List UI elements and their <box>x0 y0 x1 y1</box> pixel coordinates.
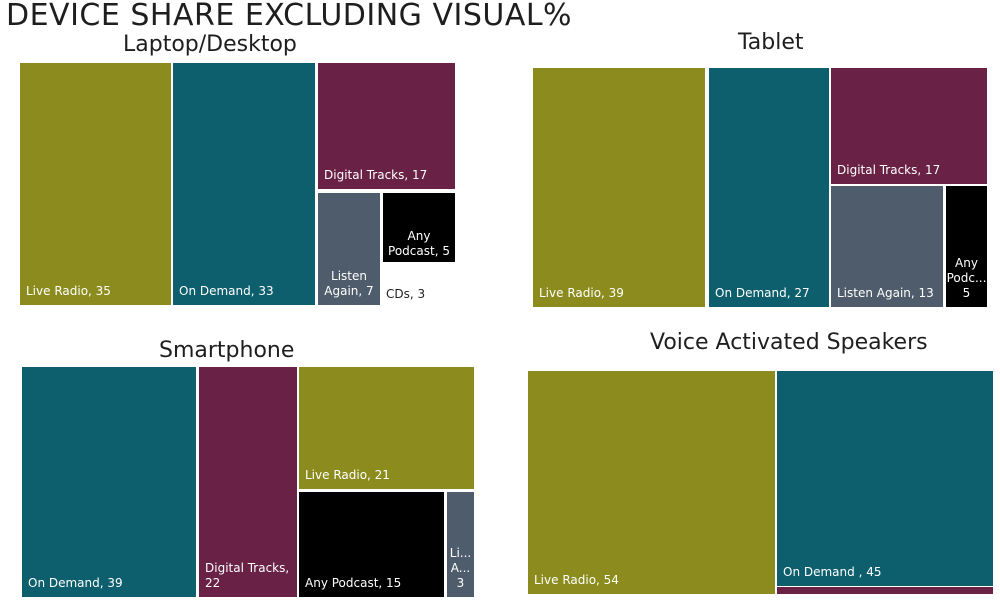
tile-label: On Demand , 45 <box>783 565 882 579</box>
tile-label: Live Radio, 35 <box>26 284 111 298</box>
tile-label: CDs, 3 <box>386 287 426 301</box>
treemap-tile-listen-again: Listen Again, 7 <box>318 193 380 305</box>
tile-label: Any Podcast, 15 <box>305 576 402 590</box>
tile-label: On Demand, 33 <box>179 284 274 298</box>
treemap-tile-cds <box>383 262 455 305</box>
treemap-tile-on-demand: On Demand, 27 <box>709 68 829 307</box>
tile-label: Digital Tracks, 22 <box>205 561 290 590</box>
chart-title-laptop-desktop: Laptop/Desktop <box>123 32 297 57</box>
tile-label: Live Radio, 54 <box>534 573 619 587</box>
chart-title-voice-activated-speakers: Voice Activated Speakers <box>650 330 928 355</box>
treemap-tile-on-demand: On Demand, 33 <box>173 63 315 305</box>
chart-title-smartphone: Smartphone <box>159 338 295 363</box>
treemap-tile-on-demand: On Demand, 39 <box>22 367 196 597</box>
treemap-tile-on-demand: On Demand , 45 <box>777 371 993 586</box>
tile-label: Listen Again, 7 <box>324 269 374 298</box>
tile-label: Live Radio, 21 <box>305 468 390 482</box>
treemap-tile-any-podcast: Any Podcast, 5 <box>383 193 455 262</box>
tile-label: Digital Tracks, 17 <box>324 168 428 182</box>
treemap-tile-live-radio: Live Radio, 54 <box>528 371 775 594</box>
treemap-tile-any-podcast: Any Podcast, 15 <box>299 492 444 597</box>
tile-label: On Demand, 39 <box>28 576 123 590</box>
page-title: DEVICE SHARE EXCLUDING VISUAL% <box>6 0 573 33</box>
treemap-tile-live-radio: Live Radio, 39 <box>533 68 705 307</box>
treemap-tile-digital-tracks: Digital Tracks, 17 <box>831 68 987 184</box>
treemap-tile-listen-again: Li... A... 3 <box>447 492 474 597</box>
tile-label: Any Podcast, 5 <box>388 229 450 258</box>
treemap-tile-any-podcast: Any Podc... 5 <box>946 186 987 307</box>
treemap-tile-live-radio: Live Radio, 21 <box>299 367 474 489</box>
treemap-tile-digital-tracks: Digital Tracks, 22 <box>199 367 297 597</box>
chart-title-tablet: Tablet <box>738 30 804 55</box>
treemap-tile-listen-again: Listen Again, 13 <box>831 186 943 307</box>
treemap-tile-digital-tracks: Digital Tracks, 17 <box>318 63 455 189</box>
tile-label: Digital Tracks, 17 <box>837 163 941 177</box>
tile-label: Li... A... 3 <box>449 546 472 590</box>
tile-label: Any Podc... 5 <box>946 256 987 300</box>
treemap-tile-live-radio: Live Radio, 35 <box>20 63 171 305</box>
tile-label: On Demand, 27 <box>715 286 810 300</box>
tile-label: Live Radio, 39 <box>539 286 624 300</box>
treemap-tile-digital-tracks <box>777 587 993 594</box>
tile-label: Listen Again, 13 <box>837 286 934 300</box>
